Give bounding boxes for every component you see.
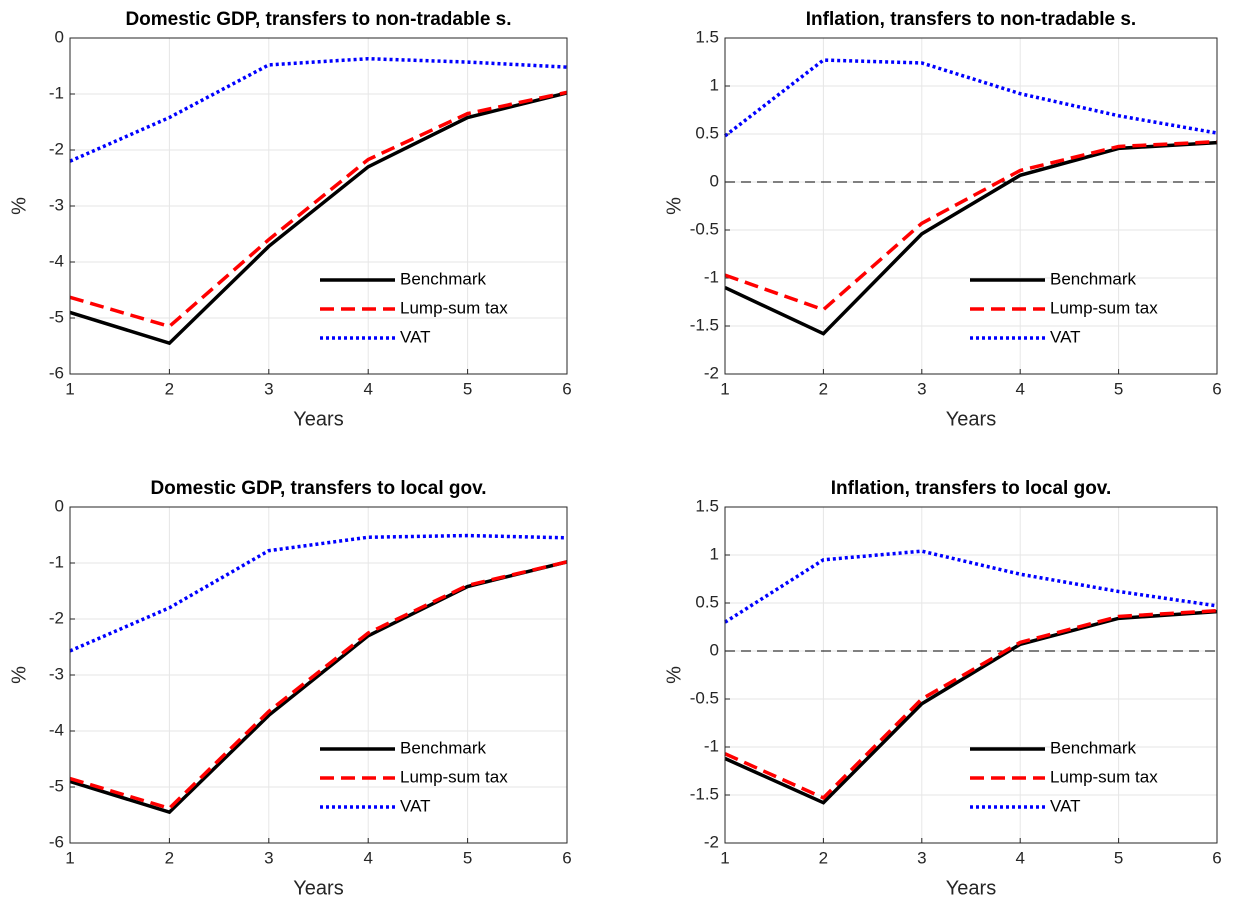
y-tick-label: 1.5 [695, 27, 719, 46]
y-tick-label: -1.5 [690, 784, 719, 803]
y-tick-label: 0 [710, 171, 719, 190]
x-tick-label: 6 [562, 848, 571, 867]
y-tick-label: 0.5 [695, 123, 719, 142]
x-tick-label: 4 [1015, 379, 1024, 398]
x-tick-label: 3 [264, 848, 273, 867]
x-tick-label: 6 [1212, 379, 1221, 398]
y-tick-label: -1 [704, 267, 719, 286]
x-tick-label: 3 [917, 848, 926, 867]
x-tick-label: 2 [165, 848, 174, 867]
x-tick-label: 1 [720, 848, 729, 867]
legend-label: Lump-sum tax [400, 298, 508, 317]
x-tick-label: 4 [363, 379, 372, 398]
y-axis-label: % [663, 197, 685, 215]
y-axis-label: % [8, 197, 30, 215]
y-tick-label: 0.5 [695, 592, 719, 611]
y-tick-label: -1 [704, 736, 719, 755]
y-tick-label: 1 [710, 544, 719, 563]
series-line [69, 533, 568, 653]
x-axis-label: Years [293, 408, 343, 430]
series-line [724, 140, 1218, 336]
axes-box [69, 506, 568, 844]
legend-label: Benchmark [400, 269, 486, 288]
axes-box [724, 506, 1218, 844]
x-tick-label: 3 [264, 379, 273, 398]
y-tick-label: -1 [49, 552, 64, 571]
y-tick-label: -3 [49, 195, 64, 214]
legend-label: Benchmark [1050, 269, 1136, 288]
series-line [724, 549, 1218, 624]
series-line [69, 560, 568, 811]
series-line [724, 608, 1218, 800]
subplot: 1 2 3 4 5 6 -6 -5 -4 -3 -2 -1 0 Domestic GDP, transfe… [8, 478, 571, 899]
chart-title: Inflation, transfers to local gov. [831, 478, 1111, 499]
legend-label: Benchmark [1050, 738, 1136, 757]
x-axis-label: Years [293, 877, 343, 899]
axes-box [69, 37, 568, 375]
series-line [724, 609, 1218, 805]
series-line [69, 90, 568, 329]
chart-title: Inflation, transfers to non-tradable s. [806, 9, 1136, 30]
y-tick-label: 1 [710, 75, 719, 94]
legend-label: Lump-sum tax [400, 767, 508, 786]
series-line [724, 139, 1218, 312]
legend-label: VAT [1050, 796, 1081, 815]
x-tick-label: 5 [1114, 848, 1123, 867]
y-tick-label: 0 [710, 640, 719, 659]
y-tick-label: -5 [49, 307, 64, 326]
x-axis-label: Years [946, 877, 996, 899]
legend-label: Lump-sum tax [1050, 767, 1158, 786]
legend-label: Lump-sum tax [1050, 298, 1158, 317]
y-tick-label: 0 [55, 27, 64, 46]
y-tick-label: -0.5 [690, 688, 719, 707]
y-tick-label: -1.5 [690, 315, 719, 334]
axes-box [724, 37, 1218, 375]
x-tick-label: 2 [165, 379, 174, 398]
series-line [69, 91, 568, 346]
x-tick-label: 5 [463, 379, 472, 398]
x-tick-label: 5 [463, 848, 472, 867]
y-tick-label: -2 [49, 139, 64, 158]
y-axis-label: % [8, 666, 30, 684]
subplot: 1 2 3 4 5 6 -6 -5 -4 -3 -2 -1 0 Domestic GDP, transfe… [8, 9, 571, 430]
y-tick-label: 0 [55, 496, 64, 515]
y-tick-label: -5 [49, 776, 64, 795]
series-line [69, 56, 568, 163]
y-tick-label: -2 [49, 608, 64, 627]
legend-label: VAT [400, 796, 431, 815]
series-line [723, 58, 1218, 138]
y-tick-label: -2 [704, 832, 719, 851]
x-tick-label: 1 [65, 379, 74, 398]
x-tick-label: 2 [819, 379, 828, 398]
y-axis-label: % [663, 666, 685, 684]
x-tick-label: 1 [65, 848, 74, 867]
y-tick-label: -4 [49, 720, 64, 739]
x-tick-label: 4 [1015, 848, 1024, 867]
legend-label: Benchmark [400, 738, 486, 757]
chart-title: Domestic GDP, transfers to local gov. [150, 478, 486, 499]
y-tick-label: -4 [49, 251, 64, 270]
y-tick-label: 1.5 [695, 496, 719, 515]
y-tick-label: -6 [49, 832, 64, 851]
x-tick-label: 5 [1114, 379, 1123, 398]
x-tick-label: 4 [363, 848, 372, 867]
x-tick-label: 2 [819, 848, 828, 867]
y-tick-label: -0.5 [690, 219, 719, 238]
subplot: 1 2 3 4 5 6 -2 -1.5 -1 -0.5 0 0.5 1 1.5 Inflation, tra… [663, 478, 1221, 899]
x-tick-label: 6 [562, 379, 571, 398]
legend-label: VAT [400, 327, 431, 346]
x-tick-label: 1 [720, 379, 729, 398]
y-tick-label: -3 [49, 664, 64, 683]
x-axis-label: Years [946, 408, 996, 430]
x-tick-label: 6 [1212, 848, 1221, 867]
y-tick-label: -1 [49, 83, 64, 102]
subplot: 1 2 3 4 5 6 -2 -1.5 -1 -0.5 0 0.5 1 1.5 Inflation, tra… [663, 9, 1221, 430]
x-tick-label: 3 [917, 379, 926, 398]
chart-title: Domestic GDP, transfers to non-tradable … [125, 9, 511, 30]
legend-label: VAT [1050, 327, 1081, 346]
y-tick-label: -6 [49, 363, 64, 382]
y-tick-label: -2 [704, 363, 719, 382]
